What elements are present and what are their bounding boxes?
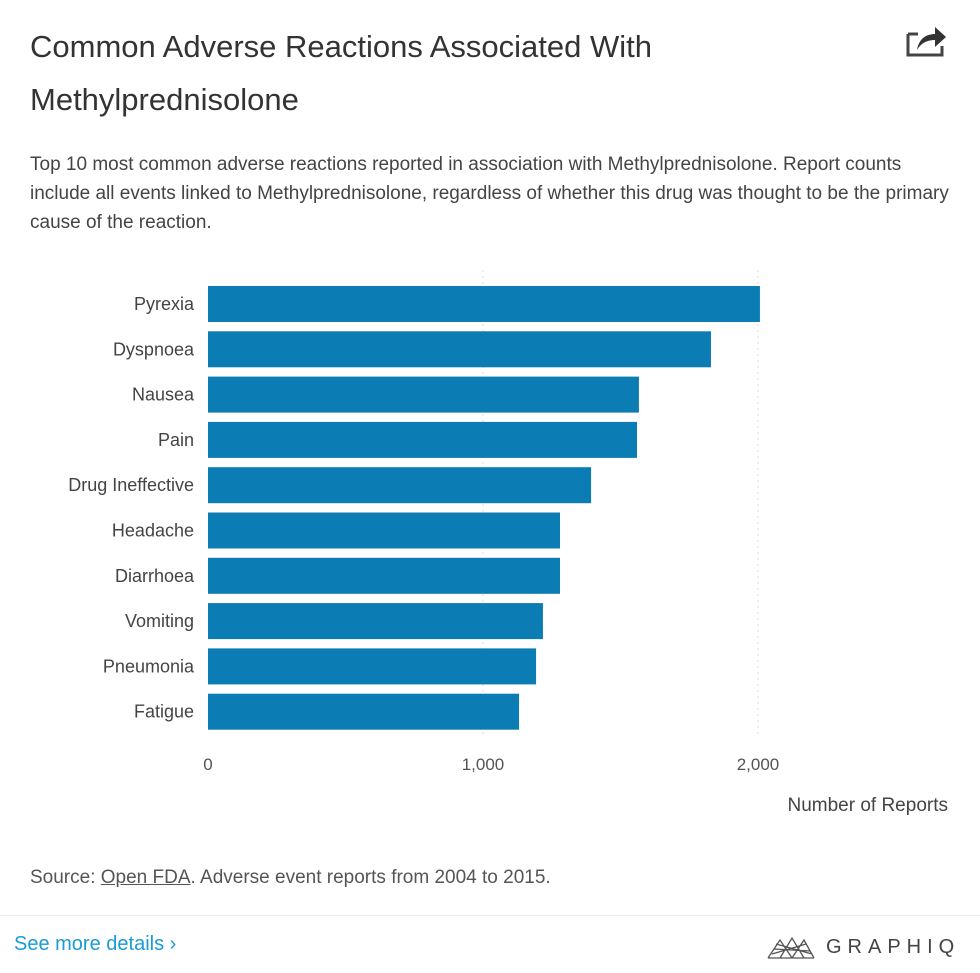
bar-drug-ineffective xyxy=(208,467,592,504)
category-label: Pyrexia xyxy=(134,294,195,314)
x-tick-label: 2,000 xyxy=(737,755,780,774)
category-label: Vomiting xyxy=(125,611,194,631)
x-axis-label: Number of Reports xyxy=(787,795,948,816)
chart-subtitle: Top 10 most common adverse reactions rep… xyxy=(30,154,949,233)
source-link[interactable]: Open FDA xyxy=(100,867,191,888)
bar-diarrhoea xyxy=(208,557,560,594)
bar-headache xyxy=(208,512,560,549)
share-icon[interactable] xyxy=(905,22,947,58)
category-label: Fatigue xyxy=(134,702,194,722)
bar-fatigue xyxy=(208,693,520,730)
source-suffix: . Adverse event reports from 2004 to 201… xyxy=(190,867,551,888)
bar-dyspnoea xyxy=(208,331,711,368)
category-label: Pain xyxy=(158,430,194,450)
see-more-details-link[interactable]: See more details › xyxy=(14,933,177,955)
bar-pain xyxy=(208,421,637,458)
graphiq-logo-icon xyxy=(767,936,815,959)
category-label: Headache xyxy=(112,521,194,541)
category-label: Pneumonia xyxy=(103,656,195,676)
bar-pneumonia xyxy=(208,648,537,685)
divider xyxy=(0,915,980,916)
source-prefix: Source: xyxy=(30,867,101,888)
bar-pyrexia xyxy=(208,286,760,322)
category-label: Diarrhoea xyxy=(115,566,195,586)
category-label: Drug Ineffective xyxy=(68,475,194,495)
bar-nausea xyxy=(208,376,639,413)
bar-chart: 0 1,000 2,000 Pyrexia Dyspnoea Nausea Pain Drug… xyxy=(68,270,948,816)
x-tick-label: 0 xyxy=(203,755,212,774)
graphiq-logo-text: GRAPHIQ xyxy=(826,935,961,958)
category-label: Dyspnoea xyxy=(113,339,195,359)
source-note: Source: Open FDA. Adverse event reports … xyxy=(30,867,551,889)
bar-vomiting xyxy=(208,603,543,640)
category-label: Nausea xyxy=(132,385,195,405)
chart-title: Common Adverse Reactions Associated With… xyxy=(30,29,652,117)
graphiq-logo: GRAPHIQ xyxy=(766,932,960,962)
x-tick-label: 1,000 xyxy=(462,755,505,774)
